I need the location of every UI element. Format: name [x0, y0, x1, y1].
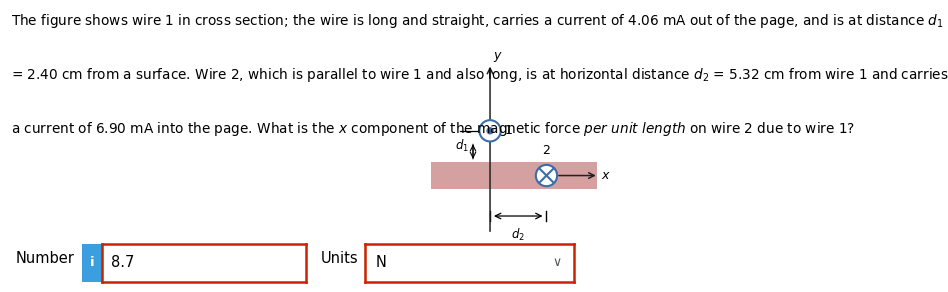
Circle shape [480, 120, 501, 141]
Circle shape [536, 165, 557, 186]
Text: $d_2$: $d_2$ [511, 227, 525, 243]
Text: 1: 1 [505, 124, 513, 137]
Text: 8.7: 8.7 [111, 255, 134, 270]
Text: ∨: ∨ [552, 256, 561, 269]
Text: $x$: $x$ [601, 169, 611, 182]
Text: $d_1$: $d_1$ [455, 138, 468, 154]
Text: $y$: $y$ [493, 50, 503, 64]
Text: a current of 6.90 mA into the page. What is the $x$ component of the magnetic fo: a current of 6.90 mA into the page. What… [11, 120, 855, 138]
Text: Number: Number [15, 251, 74, 266]
Bar [431, 162, 596, 190]
Text: Units: Units [320, 251, 358, 266]
Text: 2: 2 [542, 145, 551, 157]
Text: i: i [90, 256, 94, 269]
Circle shape [487, 128, 493, 134]
Text: = 2.40 cm from a surface. Wire 2, which is parallel to wire 1 and also long, is : = 2.40 cm from a surface. Wire 2, which … [11, 66, 948, 84]
Text: The figure shows wire 1 in cross section; the wire is long and straight, carries: The figure shows wire 1 in cross section… [11, 12, 944, 30]
Text: N: N [375, 255, 386, 270]
